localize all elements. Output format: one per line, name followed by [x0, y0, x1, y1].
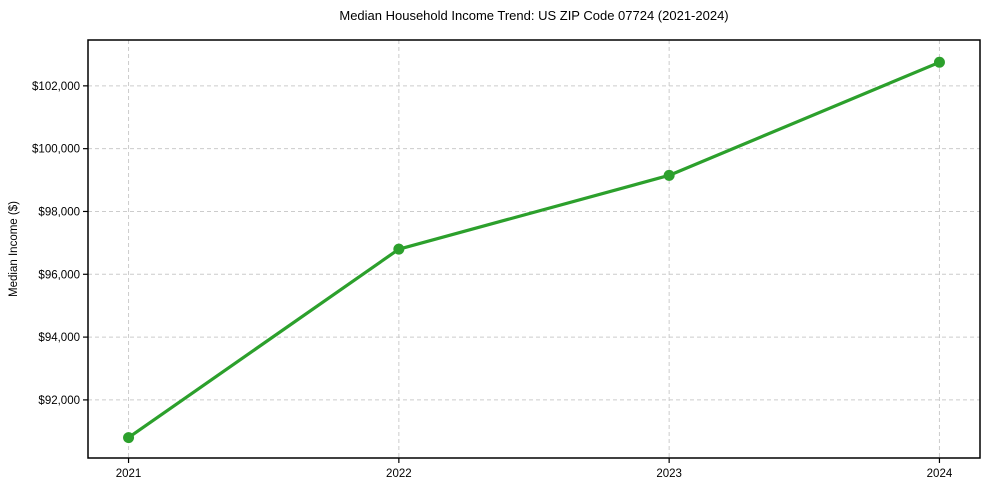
chart-title: Median Household Income Trend: US ZIP Co…	[339, 8, 729, 23]
x-tick-label: 2022	[386, 468, 412, 480]
x-tick-label: 2021	[116, 468, 142, 480]
x-tick-label: 2024	[927, 468, 953, 480]
trend-line	[126, 60, 942, 440]
y-tick-label: $94,000	[38, 332, 80, 344]
y-tick-label: $98,000	[38, 206, 80, 218]
x-tick-label: 2023	[656, 468, 682, 480]
y-tick-label: $96,000	[38, 269, 80, 281]
y-tick-label: $100,000	[32, 144, 80, 156]
data-point-marker	[933, 56, 945, 68]
y-tick-label: $102,000	[32, 81, 80, 93]
data-point-marker	[663, 169, 675, 181]
data-point-marker	[123, 432, 135, 444]
y-tick-label: $92,000	[38, 395, 80, 407]
plot-border	[87, 39, 981, 459]
data-point-marker	[393, 243, 405, 255]
